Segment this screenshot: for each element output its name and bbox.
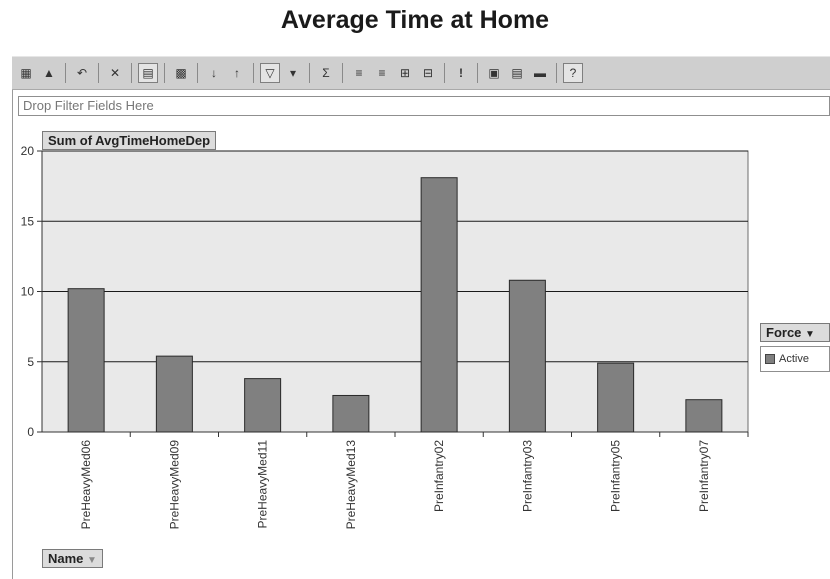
sort-descending-icon[interactable]: ↑ [234, 66, 240, 80]
series-field-label: Force [766, 325, 802, 340]
bar [155, 355, 193, 433]
autofilter-icon[interactable]: ▽ [260, 63, 280, 83]
y-tick-label: 20 [21, 144, 35, 158]
series-field-button[interactable]: Force ▼ [760, 323, 830, 342]
undo-icon[interactable]: ↶ [76, 66, 88, 80]
x-tick-label: PreInfantry02 [432, 440, 446, 512]
bar [332, 394, 370, 433]
chart-wizard-icon[interactable]: ▦ [20, 66, 32, 80]
property-icon[interactable]: ▩ [175, 66, 187, 80]
x-tick-label: PreHeavyMed06 [79, 440, 93, 530]
y-tick-label: 15 [21, 214, 35, 228]
demote-icon[interactable]: ≡ [378, 66, 386, 80]
bar [685, 399, 723, 433]
details-icon[interactable]: ▤ [511, 66, 523, 80]
chart-type-icon[interactable]: ▲ [43, 66, 55, 80]
bar [244, 378, 282, 433]
page-title: Average Time at Home [280, 6, 550, 34]
legend-swatch [765, 354, 775, 364]
collapse-icon[interactable]: ⊟ [422, 66, 434, 80]
category-field-label: Name [48, 551, 84, 566]
bar [597, 362, 635, 433]
toolbar-separator [253, 63, 254, 83]
bar [508, 279, 546, 433]
x-tick-label: PreHeavyMed13 [344, 440, 358, 530]
x-tick-label: PreHeavyMed11 [256, 440, 270, 529]
x-tick-label: PreHeavyMed09 [167, 440, 181, 530]
legend-entry: Active [779, 353, 809, 365]
toolbar-separator [197, 63, 198, 83]
x-tick-label: PreInfantry03 [520, 440, 534, 512]
delete-icon[interactable]: ✕ [109, 66, 121, 80]
toolbar-separator [444, 63, 445, 83]
field-list-icon[interactable]: ▤ [138, 63, 158, 83]
toolbar-separator [131, 63, 132, 83]
show-top-icon[interactable]: ▾ [289, 66, 297, 80]
sort-ascending-icon[interactable]: ↓ [211, 66, 217, 80]
y-tick-label: 10 [21, 285, 35, 299]
x-tick-label: PreInfantry05 [609, 440, 623, 512]
toolbar-separator [65, 63, 66, 83]
y-tick-label: 5 [27, 355, 34, 369]
hide-details-icon[interactable]: ▬ [534, 66, 546, 80]
toolbar-separator [556, 63, 557, 83]
toolbar-separator [477, 63, 478, 83]
toolbar-separator [342, 63, 343, 83]
pivot-chart-toolbar: ▦ ▲ ↶ ✕ ▤ ▩ ↓ ↑ ▽ ▾ Σ ≡ ≡ ⊞ ⊟ ! ▣ ▤ ▬ ? [12, 56, 830, 90]
promote-icon[interactable]: ≡ [355, 66, 363, 80]
toolbar-separator [98, 63, 99, 83]
layout-icon[interactable]: ▣ [488, 66, 500, 80]
toolbar-separator [309, 63, 310, 83]
bar [67, 288, 105, 433]
expand-icon[interactable]: ⊞ [399, 66, 411, 80]
help-icon[interactable]: ? [563, 63, 583, 83]
chevron-down-icon: ▼ [87, 555, 97, 566]
x-tick-label: PreInfantry07 [697, 440, 711, 512]
autocalc-icon[interactable]: Σ [322, 66, 330, 80]
drop-filter-zone[interactable]: Drop Filter Fields Here [18, 96, 830, 116]
category-field-button[interactable]: Name ▼ [42, 549, 103, 568]
bar [420, 177, 458, 433]
y-tick-label: 0 [27, 425, 34, 439]
toolbar-separator [164, 63, 165, 83]
refresh-icon[interactable]: ! [459, 66, 463, 80]
chart-legend: Active [760, 346, 830, 372]
chevron-down-icon: ▼ [805, 329, 815, 340]
data-field-button[interactable]: Sum of AvgTimeHomeDep [42, 131, 217, 150]
